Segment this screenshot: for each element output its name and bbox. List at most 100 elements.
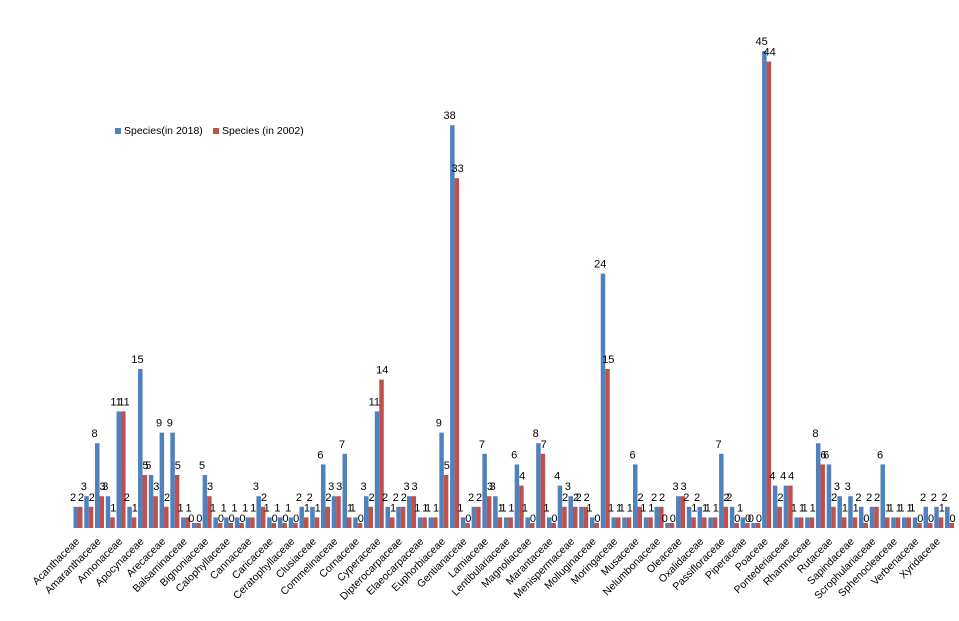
bar-2018-magnoliaceae (525, 517, 530, 528)
bar-2018-plantaginaceae (751, 523, 756, 528)
bar-2002-begoniaceae (196, 523, 201, 528)
legend: Species(in 2018) Species (in 2002) (115, 125, 304, 137)
bar-2018-dipterocarpaceae (396, 506, 401, 528)
value-label-2002-molluginaceae: 0 (594, 513, 600, 525)
bar-2018-moraceae (579, 506, 584, 528)
bar-2018-pontederiaceae (783, 485, 789, 528)
bar-2018-ebenaceae (407, 496, 412, 528)
bar-2002-moraceae (605, 369, 610, 528)
value-label-2018-arecaceae: 9 (156, 418, 162, 430)
bar-2018-xyridaceae (934, 506, 939, 528)
value-label-2018-sapotaceae: 2 (855, 492, 861, 504)
bar-2002-combretaceae (325, 506, 330, 528)
bar-2018-zingiberaceae (945, 506, 950, 528)
value-label-2002-acanthaceae: 2 (78, 492, 84, 504)
value-label-2002-melastomataceae: 2 (562, 492, 568, 504)
bar-2002-hydrocharitaceae (476, 506, 481, 528)
bar-2018-apiaceae (127, 506, 132, 528)
value-label-2018-moringaceae: 1 (608, 502, 614, 514)
value-label-2002-aponogetonaceae: 3 (153, 481, 159, 493)
bar-2018-cyperaceae (374, 411, 380, 528)
bar-2002-moraceae (583, 506, 589, 528)
value-label-2018-cucurbitaceae: 3 (360, 481, 366, 493)
value-label-2018-nymphaeaceae: 1 (640, 502, 646, 514)
value-label-2018-lentibulariaceae: 1 (500, 502, 506, 514)
value-label-2002-scrophulariaceae: 2 (874, 492, 880, 504)
bar-2002-salicaceae (841, 517, 847, 528)
bar-2002-convolvulaceae (347, 517, 352, 528)
value-label-2002-elaeocarpaceae: 1 (422, 502, 428, 514)
value-label-2018-verbenaceae: 1 (909, 502, 915, 514)
bar-2002-dipterocarpaceae (400, 506, 406, 528)
bar-2002-lauraceae (497, 517, 503, 528)
bar-2002-piperaceae (745, 523, 750, 528)
value-label-2018-aponogetonaceae: 5 (145, 460, 151, 472)
value-label-2018-zingiberaceae: 2 (941, 492, 947, 504)
bar-2002-cornaceae (357, 523, 363, 528)
value-label-2018-solanaceae: 6 (877, 449, 883, 461)
value-label-2002-apocynaceae: 5 (142, 460, 148, 472)
bar-2018-lamiaceae (482, 453, 487, 528)
value-label-2018-pontederiaceae: 4 (780, 471, 786, 483)
value-label-2018-poaceae: 45 (756, 36, 768, 48)
value-label-2018-elaeocarpaceae: 1 (414, 502, 420, 514)
value-label-2002-dilleniaceae: 1 (390, 502, 396, 514)
value-label-2018-euphorbiaceae: 9 (436, 418, 442, 430)
bar-2018-sphenocleaceae (891, 517, 896, 528)
bar-2018-oleaceae (676, 496, 681, 528)
value-label-2002-commelinaceae: 3 (336, 481, 342, 493)
bar-2018-oxalidaceae (697, 506, 703, 528)
value-label-2018-primulaceae: 1 (791, 502, 797, 514)
bar-2002-balsaminaceae (185, 517, 191, 528)
bar-2002-annonaceae (121, 411, 126, 528)
value-label-2018-apocynaceae: 15 (131, 354, 143, 366)
bar-2018-combretaceae (320, 464, 326, 528)
legend-label-2002: Species (in 2002) (222, 125, 304, 137)
value-label-2018-salicaceae: 3 (834, 481, 840, 493)
value-label-2002-rubiaceae: 6 (820, 449, 826, 461)
legend-swatch-2002 (213, 128, 219, 134)
bar-2018-onagraceae (686, 506, 692, 528)
value-label-2018-apiaceae: 2 (124, 492, 130, 504)
value-label-2002-myrtaceae: 1 (627, 502, 633, 514)
value-label-2002-apiaceae: 1 (132, 502, 138, 514)
value-label-2002-magnoliaceae: 0 (530, 513, 536, 525)
value-label-2002-cleomaceae: 1 (304, 502, 310, 514)
value-label-2002-euphorbiaceae: 5 (444, 460, 450, 472)
bar-2002-aizoaceae (88, 506, 94, 528)
bar-2018-capparaceae (256, 496, 261, 528)
bar-2002-cucurbitaceae (368, 506, 374, 528)
bar-2002-solanaceae (885, 517, 890, 528)
bar-2018-musaceae (633, 464, 638, 528)
bar-2018-lentibulariaceae (503, 517, 509, 528)
bar-2018-calophyllaceae (224, 517, 229, 528)
bar-2002-zingiberaceae (949, 523, 955, 528)
value-label-2002-lauraceae: 1 (498, 502, 504, 514)
value-label-2002-nelumbonaceae: 2 (659, 492, 665, 504)
value-label-2002-moraceae: 2 (584, 492, 590, 504)
value-label-2018-oleaceae: 3 (672, 481, 678, 493)
value-label-2018-ochnaceae: 0 (662, 513, 668, 525)
bar-2002-apiaceae (131, 517, 137, 528)
value-label-2018-bignoniaceae: 5 (199, 460, 205, 472)
bar-2002-sphenocleaceae (895, 517, 901, 528)
bar-2018-caricaceae (267, 517, 272, 528)
value-label-2002-primulaceae: 1 (799, 502, 805, 514)
bar-2018-nymphaeaceae (643, 517, 649, 528)
value-label-2002-rutaceae: 2 (831, 492, 837, 504)
bar-2002-lentibulariaceae (508, 517, 513, 528)
value-label-2002-passifloraceae: 2 (724, 492, 730, 504)
bar-2018-cleomaceae (299, 506, 304, 528)
value-label-2018-sphenocleaceae: 1 (888, 502, 894, 514)
value-label-2018-dilleniaceae: 2 (382, 492, 388, 504)
bar-2018-scrophulariaceae (869, 506, 875, 528)
value-label-2002-oleaceae: 3 (680, 481, 686, 493)
value-label-2018-begoniaceae: 0 (188, 513, 194, 525)
bar-2002-onagraceae (691, 517, 696, 528)
bar-2018-cucurbitaceae (364, 496, 369, 528)
value-label-2018-marantaceae: 1 (543, 502, 549, 514)
value-label-2018-cyperaceae: 11 (369, 396, 380, 408)
bar-2018-acanthaceae (73, 506, 78, 528)
value-label-2002-lentibulariaceae: 1 (508, 502, 514, 514)
